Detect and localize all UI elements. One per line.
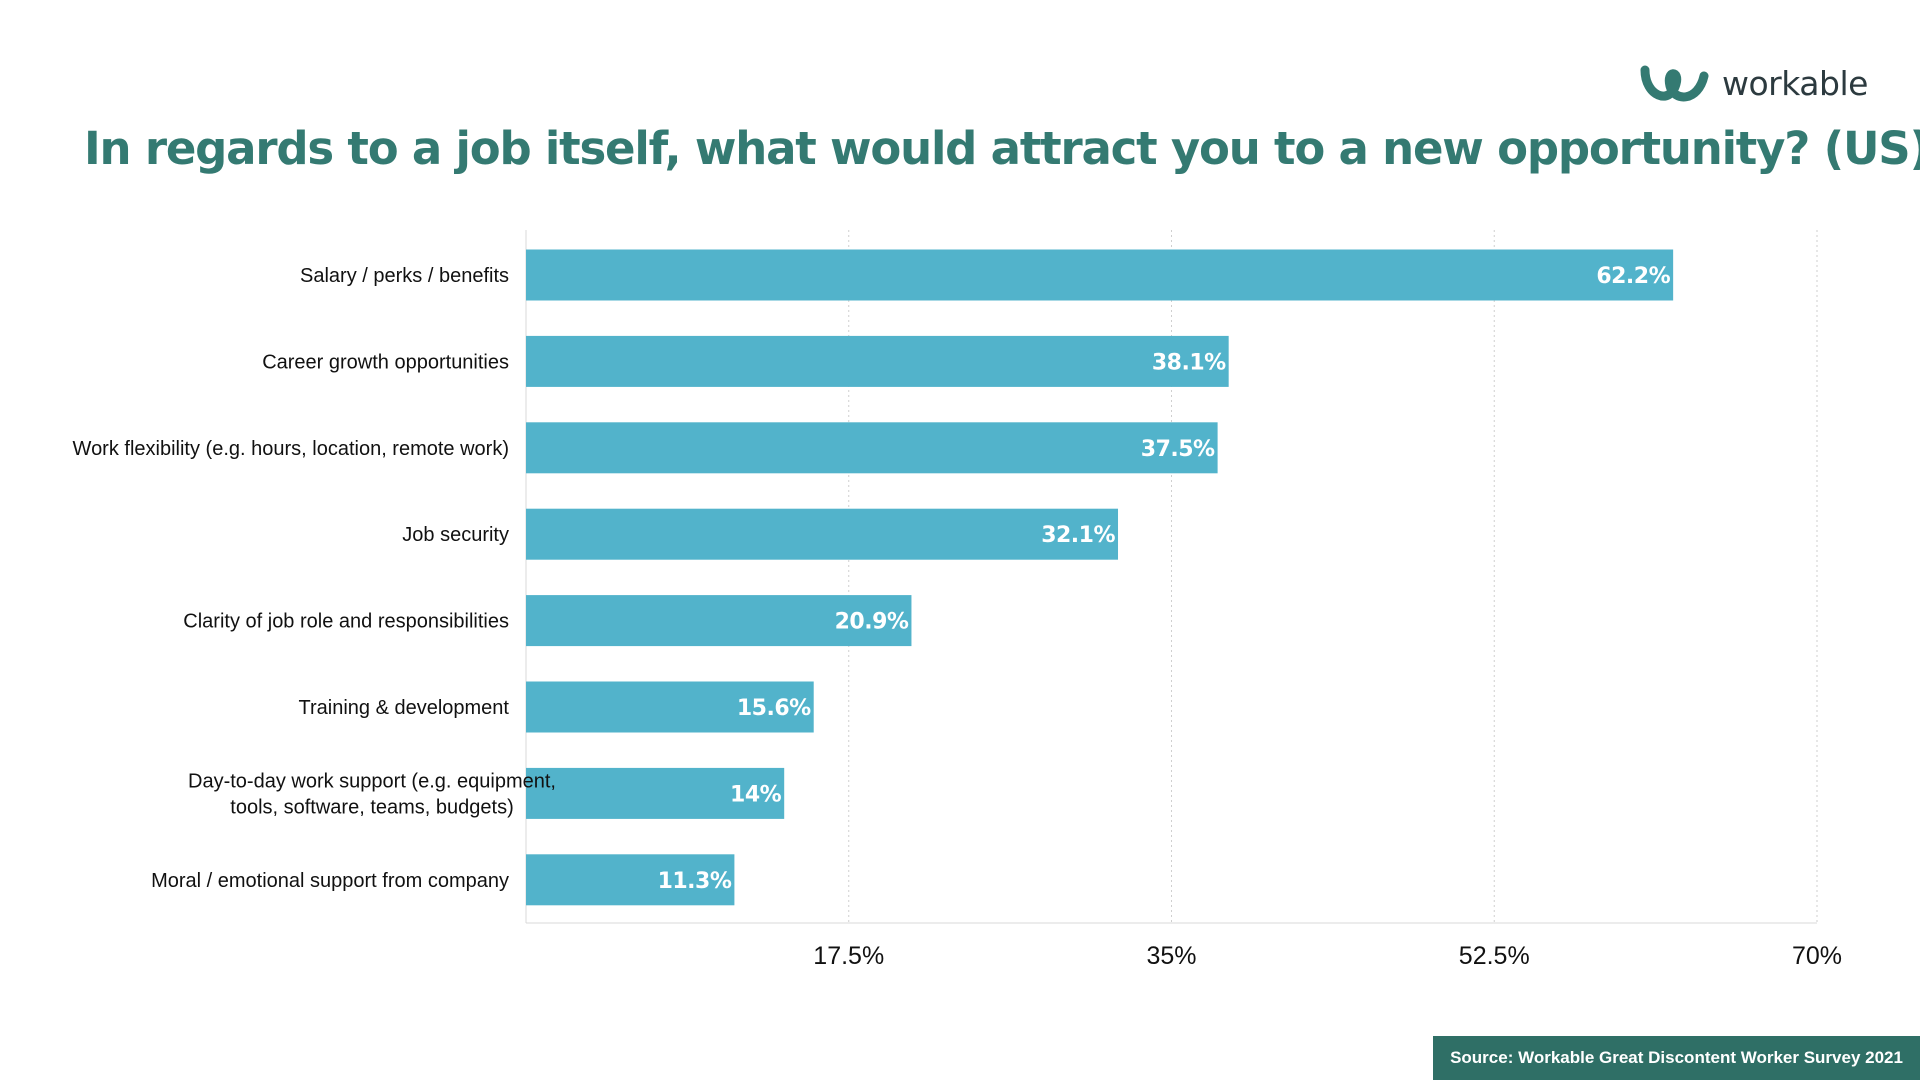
- bar: [526, 508, 1119, 560]
- workable-logo: workable: [1640, 62, 1868, 112]
- category-label: Moral / emotional support from company: [151, 870, 509, 892]
- bar-value-label: 38.1%: [1152, 350, 1226, 375]
- x-tick-label: 52.5%: [1459, 942, 1530, 970]
- category-label: Salary / perks / benefits: [300, 265, 509, 287]
- bar: [526, 422, 1218, 474]
- workable-logo-mark-icon: [1640, 65, 1709, 102]
- bar-value-label: 14%: [730, 782, 782, 807]
- bar: [526, 595, 912, 647]
- bar-value-label: 11.3%: [658, 869, 732, 894]
- category-label: Job security: [402, 524, 509, 546]
- bar-value-label: 62.2%: [1596, 264, 1670, 289]
- category-label: Clarity of job role and responsibilities: [183, 611, 509, 633]
- bar: [526, 767, 785, 819]
- bar-value-label: 32.1%: [1041, 523, 1115, 548]
- x-tick-label: 70%: [1792, 942, 1842, 970]
- bar-chart: 17.5% 35% 52.5% 70% 62.2% Salary / perks / be…: [73, 230, 1842, 970]
- category-label: Career growth opportunities: [262, 351, 509, 373]
- bar: [526, 249, 1674, 301]
- bar: [526, 854, 735, 906]
- source-badge: Source: Workable Great Discontent Worker…: [1433, 1036, 1920, 1080]
- bar: [526, 681, 814, 733]
- x-tick-label: 35%: [1146, 942, 1196, 970]
- bar-value-label: 37.5%: [1141, 437, 1215, 462]
- x-tick-label: 17.5%: [813, 942, 884, 970]
- logo-wordmark: workable: [1722, 64, 1868, 103]
- bar-value-label: 15.6%: [737, 696, 811, 721]
- bar-value-label: 20.9%: [835, 610, 909, 635]
- bar: [526, 335, 1229, 387]
- category-label: tools, software, teams, budgets): [230, 796, 513, 818]
- category-label: Work flexibility (e.g. hours, location, …: [73, 438, 509, 460]
- category-label: Training & development: [299, 697, 510, 719]
- page-title: In regards to a job itself, what would a…: [84, 122, 1920, 175]
- category-label: Day-to-day work support (e.g. equipment,: [188, 770, 556, 792]
